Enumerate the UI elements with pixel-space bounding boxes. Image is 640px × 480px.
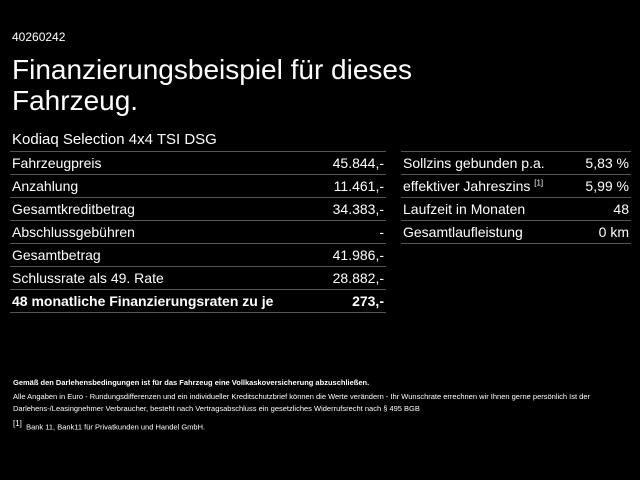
row-label: effektiver Jahreszins [1] [401,174,575,198]
subtitle: Kodiaq Selection 4x4 TSI DSG [12,131,217,148]
row-label: Schlussrate als 49. Rate [10,266,322,290]
table-row: Gesamtlaufleistung 0 km [401,220,631,244]
table-row: Gesamtkreditbetrag 34.383,- [10,197,386,221]
label-text: Sollzins gebunden p.a. [403,155,545,171]
label-text: Anzahlung [12,178,79,194]
vehicle-id: 40260242 [12,30,66,44]
label-text: Abschlussgebühren [12,224,135,240]
row-value: 5,83 % [574,151,631,175]
row-label: Gesamtbetrag [10,243,322,267]
table-row: Abschlussgebühren - [10,220,386,244]
table-row: 48 monatliche Finanzierungsraten zu je 27… [10,289,386,313]
table-row: effektiver Jahreszins [1] 5,99 % [401,174,631,198]
label-text: Laufzeit in Monaten [403,201,526,217]
right-table: Sollzins gebunden p.a. 5,83 % effektiver J… [401,151,631,244]
disclaimer: Alle Angaben in Euro - Rundungsdifferenz… [13,392,591,413]
label-text: Schlussrate als 49. Rate [12,270,164,286]
footnote-marker: [1] [13,419,22,428]
row-label: Abschlussgebühren [10,220,322,244]
table-row: Laufzeit in Monaten 48 [401,197,631,221]
label-text: 48 monatliche Finanzierungsraten zu je [12,293,274,309]
table-row: Sollzins gebunden p.a. 5,83 % [401,151,631,175]
row-value: 41.986,- [321,243,386,267]
footnote-text: Bank 11, Bank11 für Privatkunden und Han… [26,422,206,432]
row-value: 0 km [574,220,631,244]
row-label: Gesamtlaufleistung [401,220,575,244]
title: Finanzierungsbeispiel für dieses Fahrzeu… [12,54,412,116]
row-label: Fahrzeugpreis [10,151,322,175]
row-label: Laufzeit in Monaten [401,197,575,221]
row-label: Sollzins gebunden p.a. [401,151,575,175]
label-text: Gesamtkreditbetrag [12,201,135,217]
table-row: Gesamtbetrag 41.986,- [10,243,386,267]
label-text: Fahrzeugpreis [12,155,102,171]
row-value: - [321,220,386,244]
label-text: Gesamtbetrag [12,247,101,263]
left-table: Fahrzeugpreis 45.844,- Anzahlung 11.461,- Ge… [10,151,386,313]
row-value: 48 [574,197,631,221]
footnote-marker: [1] [534,178,544,188]
row-value: 28.882,- [321,266,386,290]
table-row: Anzahlung 11.461,- [10,174,386,198]
table-row: Fahrzeugpreis 45.844,- [10,151,386,175]
row-value: 273,- [321,289,386,313]
row-value: 34.383,- [321,197,386,221]
row-label: Anzahlung [10,174,322,198]
label-text: effektiver Jahreszins [403,178,531,194]
insurance-notice: Gemäß den Darlehensbedingungen ist für d… [13,378,370,387]
label-text: Gesamtlaufleistung [403,224,523,240]
table-row: Schlussrate als 49. Rate 28.882,- [10,266,386,290]
row-value: 5,99 % [574,174,631,198]
footnote: [1] Bank 11, Bank11 für Privatkunden und… [13,418,628,434]
row-label: Gesamtkreditbetrag [10,197,322,221]
row-value: 11.461,- [321,174,386,198]
row-label: 48 monatliche Finanzierungsraten zu je [10,289,322,313]
row-value: 45.844,- [321,151,386,175]
